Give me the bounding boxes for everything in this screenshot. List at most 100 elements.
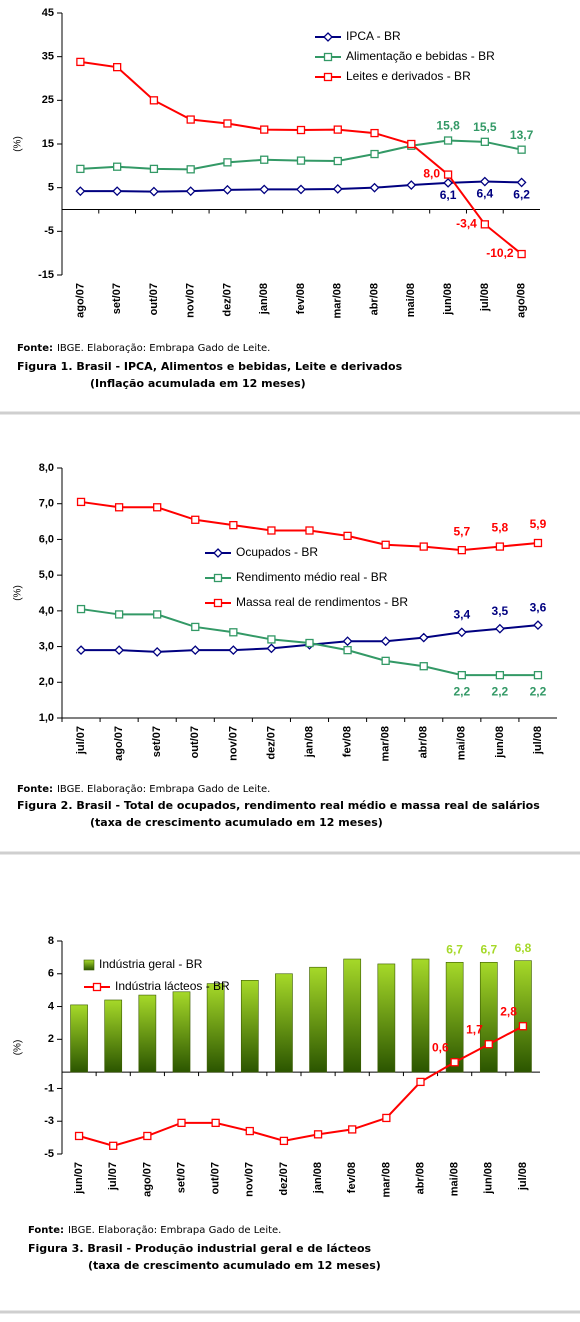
- marker: [443, 177, 453, 188]
- marker: [149, 96, 159, 105]
- marker: [407, 139, 416, 149]
- marker: [190, 645, 201, 656]
- marker: [495, 670, 505, 680]
- legend-label: Massa real de rendimentos - BR: [236, 595, 408, 609]
- marker: [382, 1113, 391, 1123]
- data-label: 6,1: [440, 188, 457, 202]
- marker: [333, 156, 342, 166]
- marker: [113, 62, 122, 72]
- marker: [533, 538, 543, 548]
- x-tick-label: jan/08: [258, 283, 270, 315]
- data-label: 6,8: [515, 941, 532, 955]
- x-tick-label: dez/07: [265, 726, 277, 760]
- y-tick-label: 45: [42, 7, 54, 19]
- marker: [516, 177, 527, 188]
- marker: [456, 627, 467, 638]
- marker: [381, 656, 390, 666]
- x-tick-label: mai/08: [456, 726, 468, 760]
- x-tick-label: jun/07: [73, 1162, 85, 1195]
- y-tick-label: 4: [48, 1000, 55, 1012]
- marker: [343, 645, 352, 655]
- marker: [191, 622, 200, 632]
- x-tick-label: out/07: [148, 283, 160, 315]
- source-text: IBGE. Elaboração: Embrapa Gado de Leite.: [57, 784, 270, 795]
- x-tick-label: mai/08: [405, 283, 417, 317]
- marker: [457, 670, 466, 680]
- bar: [309, 966, 327, 1073]
- marker: [495, 542, 505, 551]
- x-tick-label: set/07: [151, 726, 163, 757]
- marker: [109, 1141, 118, 1150]
- marker: [143, 1131, 152, 1141]
- data-label: 3,5: [492, 604, 509, 618]
- data-label: 3,4: [453, 607, 470, 621]
- source-label: Fonte:: [17, 784, 53, 795]
- marker: [313, 1130, 323, 1139]
- caption: Figura 2. Brasil - Total de ocupados, re…: [17, 799, 540, 812]
- line-series: [78, 1025, 524, 1147]
- x-tick-label: out/07: [210, 1162, 222, 1194]
- y-tick-label: 6: [48, 968, 54, 980]
- data-label: -10,2: [486, 246, 514, 260]
- marker: [484, 1040, 493, 1049]
- marker: [74, 1131, 84, 1141]
- x-tick-label: mar/08: [380, 1162, 392, 1197]
- legend-marker: [213, 598, 223, 608]
- bar: [172, 991, 191, 1073]
- marker: [113, 162, 122, 171]
- x-tick-label: nov/07: [244, 1162, 256, 1197]
- caption: (Inflação acumulada em 12 meses): [90, 377, 306, 390]
- x-tick-label: abr/08: [414, 1162, 426, 1194]
- marker: [211, 1118, 220, 1128]
- marker: [76, 164, 85, 174]
- marker: [267, 526, 276, 535]
- marker: [191, 515, 200, 524]
- marker: [406, 180, 417, 190]
- x-tick-label: mai/08: [449, 1162, 461, 1196]
- data-label: 2,8: [500, 1004, 517, 1018]
- legend-marker: [213, 573, 223, 583]
- x-tick-label: jul/07: [75, 726, 87, 755]
- bar: [206, 983, 225, 1073]
- caption: Figura 1. Brasil - IPCA, Alimentos e beb…: [17, 360, 403, 373]
- y-tick-label: 35: [42, 51, 54, 63]
- data-label: 5,9: [530, 517, 547, 531]
- marker: [457, 545, 466, 555]
- legend-label: Indústria lácteos - BR: [115, 979, 230, 993]
- marker: [332, 184, 343, 194]
- y-tick-label: 4,0: [39, 605, 54, 617]
- marker: [186, 115, 195, 124]
- x-tick-label: dez/07: [278, 1162, 290, 1196]
- x-tick-label: set/07: [111, 283, 123, 314]
- marker: [333, 125, 342, 134]
- x-tick-label: mar/08: [380, 726, 392, 761]
- line-series: [80, 139, 522, 171]
- data-label: 3,6: [530, 600, 547, 614]
- data-label: 2,2: [453, 684, 470, 698]
- y-tick-label: -5: [44, 1148, 54, 1160]
- data-label: 15,5: [473, 120, 497, 134]
- y-tick-label: 1,0: [39, 712, 54, 724]
- data-label: 5,8: [492, 521, 509, 535]
- marker: [75, 186, 86, 197]
- marker: [480, 137, 489, 146]
- marker: [343, 531, 352, 541]
- marker: [112, 186, 123, 197]
- marker: [305, 526, 314, 535]
- y-tick-label: 6,0: [39, 533, 54, 545]
- marker: [369, 182, 380, 193]
- marker: [419, 662, 428, 671]
- marker: [267, 635, 276, 644]
- marker: [533, 670, 543, 680]
- marker: [76, 497, 86, 507]
- data-label: -3,4: [456, 217, 477, 231]
- legend-marker: [323, 32, 333, 42]
- marker: [185, 186, 196, 197]
- data-label: 15,8: [436, 119, 460, 133]
- marker: [480, 220, 489, 229]
- x-tick-label: mar/08: [332, 283, 344, 318]
- legend-label: Ocupados - BR: [236, 545, 318, 559]
- marker: [177, 1118, 186, 1128]
- legend-marker: [92, 982, 102, 992]
